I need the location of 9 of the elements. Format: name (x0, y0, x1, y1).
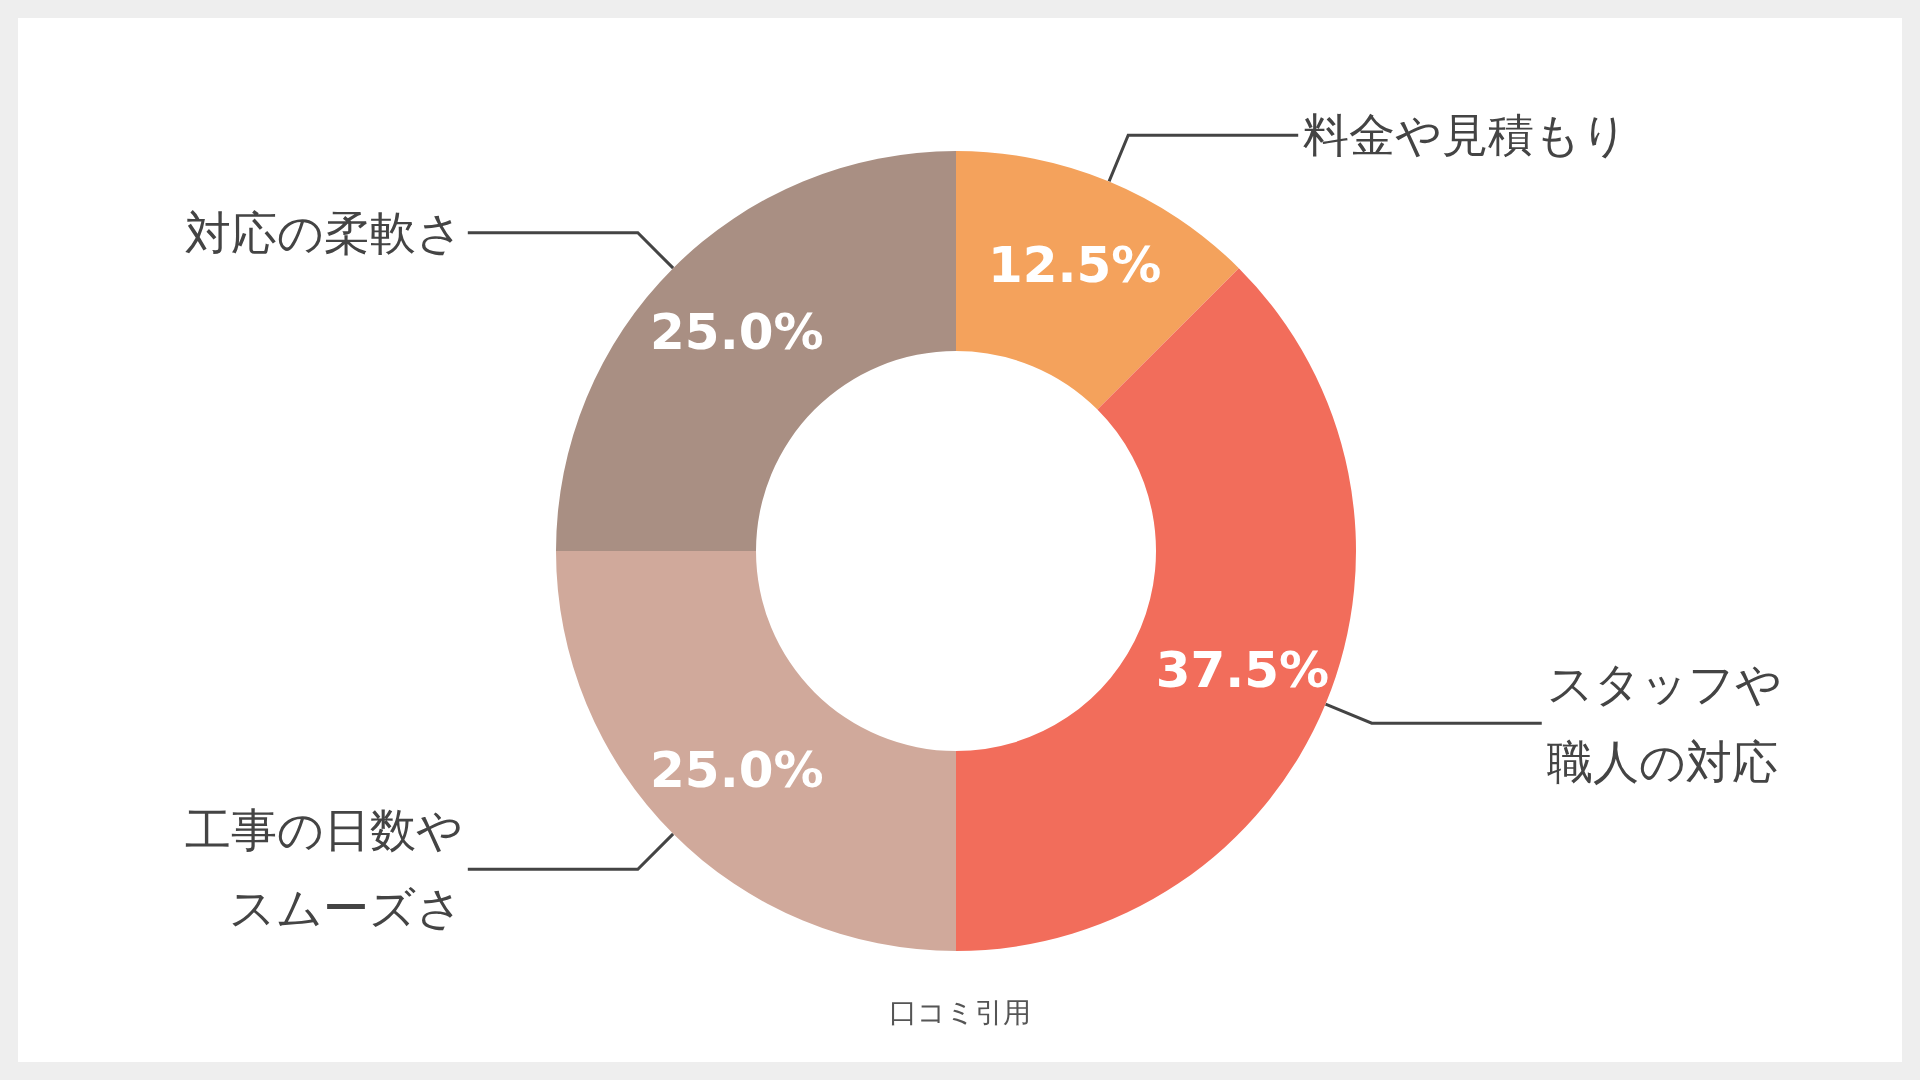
slice-label: 対応の柔軟さ (184, 205, 463, 260)
slice-label: スタッフや職人の対応 (1546, 657, 1782, 790)
data-label: 37.5% (1155, 640, 1330, 699)
data-label: 12.5% (987, 235, 1162, 294)
data-label: 25.0% (650, 741, 824, 800)
data-label: 25.0% (650, 302, 824, 361)
slice-label: 料金や見積もり (1303, 108, 1629, 163)
text: 口コミ引用 (889, 995, 1031, 1029)
slice-label: 工事の日数やスムーズさ (184, 803, 463, 936)
